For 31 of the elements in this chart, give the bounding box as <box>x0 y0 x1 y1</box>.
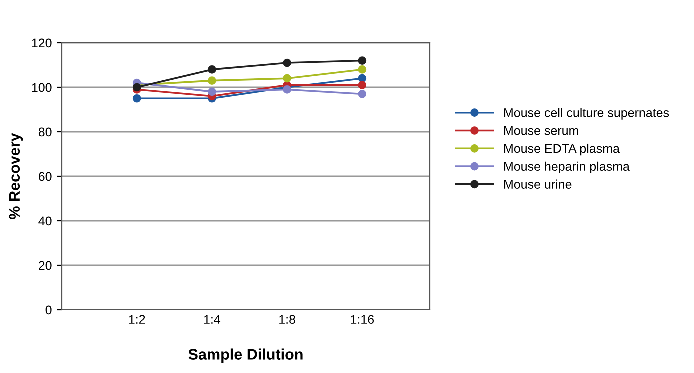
y-tick-label: 80 <box>38 128 52 137</box>
point <box>358 56 367 65</box>
point <box>132 83 142 92</box>
point <box>132 94 142 103</box>
y-tick-label: 0 <box>46 306 52 315</box>
y-tick-label: 120 <box>32 38 52 48</box>
point <box>208 88 216 96</box>
legend-label: Mouse serum <box>504 126 578 136</box>
y-axis-title: % Recovery <box>9 133 24 220</box>
legend-label: Mouse EDTA plasma <box>504 144 620 156</box>
point <box>358 81 367 90</box>
point <box>283 74 292 83</box>
point <box>358 74 367 83</box>
legend-label: Mouse urine <box>504 180 572 189</box>
x-tick-label: 1:8 <box>280 315 296 324</box>
point <box>283 86 292 94</box>
point <box>358 66 367 74</box>
x-tick-label: 1:2 <box>129 315 146 324</box>
point <box>208 76 216 85</box>
y-tick-label: 60 <box>39 172 52 182</box>
x-tick-label: 1:4 <box>204 315 221 324</box>
y-tick-label: 40 <box>38 216 52 226</box>
x-axis-title: Sample Dilution <box>188 348 303 363</box>
point <box>358 90 367 98</box>
y-tick-label: 100 <box>32 83 52 92</box>
point <box>208 66 216 74</box>
x-tick-label: 1:16 <box>351 315 374 324</box>
point <box>283 58 292 68</box>
y-tick-label: 20 <box>39 261 52 270</box>
legend-label: Mouse heparin plasma <box>504 162 630 174</box>
legend-label: Mouse cell culture supernates <box>504 108 670 120</box>
